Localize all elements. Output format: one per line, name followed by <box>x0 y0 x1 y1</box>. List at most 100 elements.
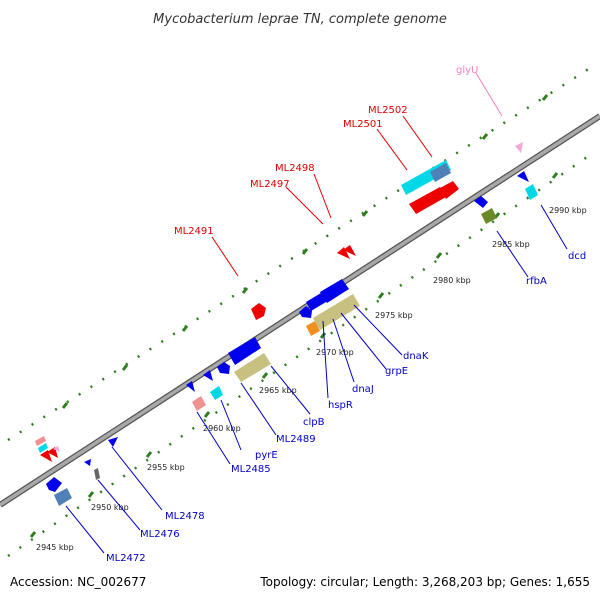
tick-labels: 2945 kbp 2950 kbp 2955 kbp 2960 kbp 2965… <box>36 206 587 552</box>
major-tick <box>551 172 559 179</box>
gene-feature <box>343 245 356 256</box>
gene-feature <box>203 370 213 381</box>
gene-feature <box>430 163 451 182</box>
upper-tick-line <box>7 66 591 442</box>
leader-line <box>540 204 568 250</box>
genome-backbone <box>0 113 600 508</box>
gene-feature <box>53 446 60 452</box>
bottom-labels: dcd rfbA dnaK grpE dnaJ hspR clpB ML2489… <box>106 251 586 564</box>
genes-reverse <box>46 171 538 506</box>
major-tick <box>377 292 385 299</box>
leader-line <box>496 230 529 278</box>
gene-label-ML2501: ML2501 <box>343 119 383 130</box>
gene-feature <box>337 247 350 259</box>
gene-feature <box>210 386 223 400</box>
gene-feature <box>525 184 538 200</box>
gene-label-hspR: hspR <box>328 400 353 411</box>
gene-feature <box>515 142 523 153</box>
gene-feature <box>217 362 230 374</box>
major-tick <box>541 94 549 101</box>
leader-line <box>353 304 403 356</box>
major-tick <box>361 210 369 217</box>
gene-label-clpB: clpB <box>303 417 325 428</box>
gene-feature <box>35 436 46 446</box>
backbone-line <box>0 114 600 507</box>
tick-label: 2960 kbp <box>203 424 241 433</box>
gene-label-ML2489: ML2489 <box>276 434 316 445</box>
gene-feature <box>251 303 266 320</box>
major-tick <box>261 372 269 379</box>
tick-label: 2975 kbp <box>375 311 413 320</box>
tick-label: 2970 kbp <box>316 348 354 357</box>
leader-line <box>65 505 105 554</box>
tick-label: 2950 kbp <box>91 503 129 512</box>
gene-label-ML2498: ML2498 <box>275 163 315 174</box>
gene-label-ML2497: ML2497 <box>250 179 290 190</box>
leader-line <box>211 236 239 277</box>
leader-line <box>270 365 311 415</box>
major-tick <box>145 451 153 458</box>
gene-feature <box>108 437 118 447</box>
gene-label-ML2476: ML2476 <box>140 529 180 540</box>
bottom-label-leaders <box>65 204 568 554</box>
leader-line <box>285 186 324 225</box>
gene-feature <box>517 171 529 182</box>
major-tick <box>203 411 211 418</box>
leader-line <box>220 399 242 451</box>
gene-feature <box>228 337 261 365</box>
lower-tick-line <box>7 153 591 558</box>
leader-line <box>340 312 387 370</box>
gene-feature <box>313 294 360 330</box>
gene-feature <box>440 181 459 199</box>
gene-feature <box>409 187 446 214</box>
gene-label-ML2491: ML2491 <box>174 226 214 237</box>
major-tick <box>29 531 37 538</box>
top-labels: glyU ML2502 ML2501 ML2498 ML2497 ML2491 <box>174 65 478 237</box>
leader-line <box>111 446 163 511</box>
upper-tick-track <box>7 66 591 442</box>
leader-line <box>322 320 329 399</box>
upper-major-ticks <box>61 94 549 409</box>
gene-feature <box>481 208 497 224</box>
gene-feature <box>320 279 349 303</box>
leader-line <box>97 479 141 531</box>
gene-feature <box>46 477 62 492</box>
gene-feature <box>234 353 271 382</box>
gene-feature <box>299 306 312 318</box>
gene-label-ML2502: ML2502 <box>368 105 408 116</box>
gene-label-ML2478: ML2478 <box>165 511 205 522</box>
leader-line <box>332 318 355 383</box>
gene-feature <box>54 488 72 506</box>
topology-text: Topology: circular; Length: 3,268,203 bp… <box>259 575 590 589</box>
gene-label-rfbA: rfbA <box>526 276 547 287</box>
map-title: Mycobacterium leprae TN, complete genome <box>153 12 447 27</box>
major-tick <box>121 364 129 371</box>
major-tick <box>481 133 489 140</box>
gene-label-ML2472: ML2472 <box>106 553 146 564</box>
gene-label-dcd: dcd <box>568 251 586 262</box>
leader-line <box>313 173 332 219</box>
major-tick <box>61 402 69 409</box>
accession-text: Accession: NC_002677 <box>10 575 146 589</box>
gene-feature <box>84 459 91 466</box>
top-label-leaders <box>211 72 503 277</box>
gene-label-grpE: grpE <box>385 366 408 377</box>
tick-label: 2965 kbp <box>259 386 297 395</box>
major-tick <box>301 248 309 255</box>
gene-feature <box>306 321 320 336</box>
tick-label: 2955 kbp <box>147 463 185 472</box>
tick-label: 2985 kbp <box>492 240 530 249</box>
gene-feature <box>38 443 48 453</box>
gene-label-pyrE: pyrE <box>255 450 278 461</box>
gene-feature <box>192 396 206 411</box>
major-ticks <box>29 172 559 538</box>
tick-label: 2945 kbp <box>36 543 74 552</box>
gene-label-glyU: glyU <box>456 65 478 76</box>
major-tick <box>181 325 189 332</box>
gene-label-dnaJ: dnaJ <box>352 384 374 395</box>
major-tick <box>435 252 443 259</box>
major-tick <box>87 491 95 498</box>
lower-tick-track <box>7 153 591 558</box>
major-tick <box>241 287 249 294</box>
